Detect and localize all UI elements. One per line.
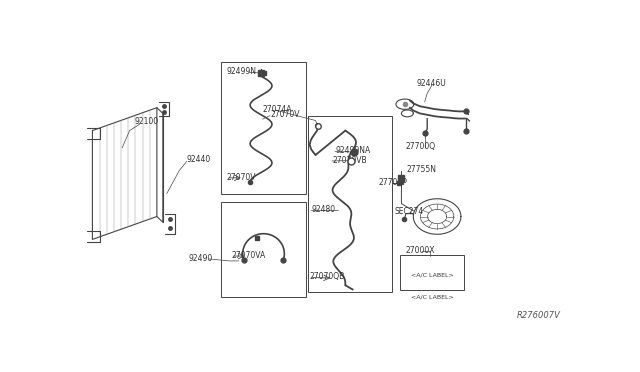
Text: 27070VA: 27070VA bbox=[231, 251, 266, 260]
Text: 92480: 92480 bbox=[311, 205, 335, 214]
Text: 27755N: 27755N bbox=[406, 165, 436, 174]
Text: 92499N: 92499N bbox=[227, 67, 256, 76]
Text: R276007V: R276007V bbox=[517, 311, 561, 320]
Text: 92499NA: 92499NA bbox=[336, 146, 371, 155]
Text: 27070VB: 27070VB bbox=[333, 155, 367, 164]
Bar bbox=[400, 255, 465, 289]
Text: 27070QB: 27070QB bbox=[310, 272, 345, 281]
Text: SEC274: SEC274 bbox=[394, 207, 424, 216]
Text: 92100: 92100 bbox=[134, 118, 159, 126]
Bar bbox=[308, 116, 392, 292]
Text: 27074A: 27074A bbox=[262, 105, 292, 113]
Text: 92490: 92490 bbox=[188, 254, 212, 263]
Text: 27000X: 27000X bbox=[405, 246, 435, 255]
Text: 92446U: 92446U bbox=[416, 79, 446, 88]
Text: <A/C LABEL>: <A/C LABEL> bbox=[411, 294, 454, 299]
Text: <A/C LABEL>: <A/C LABEL> bbox=[411, 273, 454, 278]
Bar bbox=[221, 62, 306, 193]
Text: 27070V: 27070V bbox=[271, 110, 300, 119]
Text: 92440: 92440 bbox=[187, 155, 211, 164]
Text: 27700Q: 27700Q bbox=[406, 142, 436, 151]
Text: 27700P: 27700P bbox=[379, 178, 408, 187]
Text: 27070V: 27070V bbox=[227, 173, 256, 182]
Bar bbox=[221, 202, 306, 297]
